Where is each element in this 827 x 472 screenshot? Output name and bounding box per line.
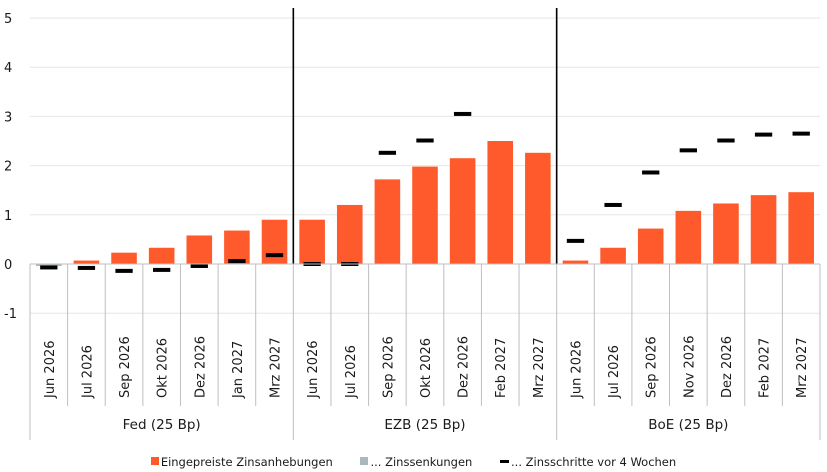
bar-hikes (675, 210, 702, 264)
marker-four-weeks (453, 111, 472, 116)
bar-hikes (186, 235, 213, 264)
bar-hikes (750, 195, 777, 264)
x-tick-label: Feb 2027 (758, 338, 773, 398)
bar-hikes (637, 228, 664, 264)
legend: Eingepreiste Zinsanhebungen ... Zinssenk… (0, 454, 827, 469)
y-tick-label: 4 (4, 61, 12, 76)
bar-hikes (412, 166, 438, 264)
bar-hikes (713, 203, 739, 264)
legend-item-hikes: Eingepreiste Zinsanhebungen (150, 454, 333, 469)
bar-hikes (600, 247, 626, 264)
y-axis-ticks: 5 4 3 2 1 0 -1 (4, 12, 17, 322)
y-tick-label: -1 (4, 307, 17, 322)
marker-four-weeks (642, 170, 660, 175)
bar-hikes (487, 141, 514, 264)
y-tick-label: 5 (4, 12, 12, 27)
legend-swatch-hikes (150, 457, 159, 465)
axes (29, 8, 821, 440)
x-tick-label: Mrz 2027 (269, 337, 284, 398)
x-tick-label: Dez 2026 (457, 336, 472, 398)
marker-four-weeks (77, 265, 96, 270)
legend-dash-four-weeks (500, 459, 510, 463)
marker-four-weeks (679, 148, 697, 153)
x-tick-label: Jan 2027 (231, 341, 246, 399)
bars (36, 141, 814, 266)
marker-four-weeks (717, 138, 735, 143)
y-tick-label: 1 (4, 209, 12, 224)
legend-swatch-cuts (360, 457, 369, 465)
group-label: BoE (25 Bp) (648, 417, 728, 433)
marker-four-weeks (604, 202, 622, 207)
y-tick-label: 0 (4, 258, 12, 273)
group-labels: Fed (25 Bp) EZB (25 Bp) BoE (25 Bp) (123, 417, 729, 433)
legend-label-cuts: ... Zinssenkungen (370, 454, 473, 469)
y-tick-label: 2 (4, 160, 12, 175)
x-tick-label: Jul 2026 (344, 345, 359, 399)
x-tick-label: Jun 2026 (306, 340, 321, 399)
x-tick-label: Jun 2026 (43, 340, 58, 399)
x-tick-label: Mrz 2027 (532, 337, 547, 398)
x-tick-label: Nov 2026 (682, 335, 697, 398)
bar-hikes (261, 219, 288, 264)
bar-hikes (562, 260, 589, 264)
marker-four-weeks (265, 253, 284, 258)
marker-four-weeks (378, 150, 397, 155)
bar-hikes (73, 260, 100, 264)
x-tick-label: Mrz 2027 (795, 337, 810, 398)
chart-plot: 5 4 3 2 1 0 -1 Jun 2026 Jul 2026 Sep 2026 Okt 202… (4, 8, 821, 440)
legend-label-four-weeks: ... Zinsschritte vor 4 Wochen (511, 454, 677, 469)
bar-hikes (148, 247, 175, 264)
bar-hikes (525, 152, 551, 264)
gridlines (30, 17, 820, 314)
marker-four-weeks (115, 268, 133, 273)
marker-four-weeks (754, 132, 773, 137)
x-axis-ticks: Jun 2026 Jul 2026 Sep 2026 Okt 2026 Dez 2026… (43, 335, 810, 399)
bar-hikes (374, 179, 401, 264)
x-tick-label: Sep 2026 (381, 336, 396, 398)
legend-item-cuts: ... Zinssenkungen (360, 455, 472, 469)
bar-hikes (449, 158, 476, 264)
bar-hikes (788, 192, 814, 264)
group-label: Fed (25 Bp) (123, 417, 201, 433)
marker-four-weeks (228, 259, 246, 264)
marker-four-weeks (190, 263, 208, 268)
bar-cuts (36, 264, 62, 266)
bar-hikes (336, 204, 363, 264)
x-tick-label: Jul 2026 (607, 345, 622, 399)
x-tick-label: Jul 2026 (80, 345, 95, 399)
x-tick-label: Dez 2026 (720, 336, 735, 398)
marker-four-weeks (416, 138, 434, 143)
x-tick-label: Okt 2026 (419, 338, 434, 398)
y-tick-label: 3 (4, 110, 12, 125)
marker-four-weeks (566, 238, 585, 243)
marker-four-weeks (792, 131, 810, 136)
x-tick-label: Feb 2027 (494, 338, 509, 398)
group-label: EZB (25 Bp) (384, 417, 465, 433)
x-tick-label: Okt 2026 (156, 338, 171, 398)
x-tick-label: Dez 2026 (193, 336, 208, 398)
bar-hikes (299, 219, 325, 264)
x-tick-label: Sep 2026 (645, 336, 660, 398)
marker-four-weeks (40, 265, 58, 270)
legend-item-four-weeks: ... Zinsschritte vor 4 Wochen (500, 455, 676, 469)
x-tick-label: Sep 2026 (118, 336, 133, 398)
x-tick-label: Jun 2026 (569, 340, 584, 399)
bar-hikes (224, 230, 250, 264)
legend-label-hikes: Eingepreiste Zinsanhebungen (160, 454, 333, 469)
marker-four-weeks (153, 267, 171, 272)
bar-hikes (111, 252, 137, 264)
